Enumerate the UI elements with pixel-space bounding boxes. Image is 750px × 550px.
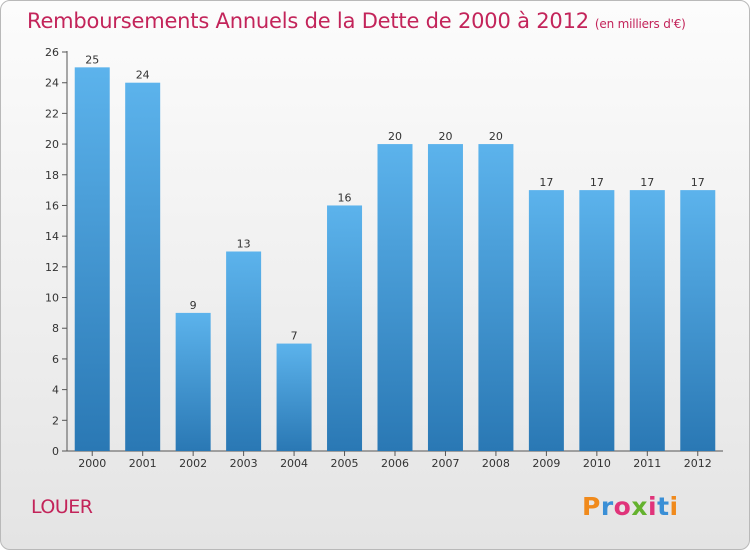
bar-2001 xyxy=(125,82,161,451)
data-label-2009: 17 xyxy=(539,176,553,189)
bar-2000 xyxy=(74,67,110,451)
logo-letter: r xyxy=(600,492,614,521)
logo-letter: x xyxy=(631,492,648,521)
x-tick-label: 2008 xyxy=(482,457,510,470)
bar-2005 xyxy=(327,205,363,451)
logo-letter: o xyxy=(613,492,632,521)
data-label-2002: 9 xyxy=(190,299,197,312)
x-tick-label: 2002 xyxy=(179,457,207,470)
x-tick-label: 2004 xyxy=(280,457,308,470)
x-tick-label: 2001 xyxy=(129,457,157,470)
y-tick-label: 12 xyxy=(45,261,59,274)
data-label-2007: 20 xyxy=(438,130,452,143)
data-label-2005: 16 xyxy=(338,191,352,204)
y-tick-label: 0 xyxy=(52,445,59,458)
y-tick-label: 20 xyxy=(45,138,59,151)
x-tick-label: 2006 xyxy=(381,457,409,470)
y-tick-label: 14 xyxy=(45,230,59,243)
proxiti-logo: Proxiti xyxy=(582,492,679,521)
bar-2002 xyxy=(175,312,211,451)
data-label-2000: 25 xyxy=(85,53,99,66)
commune-name: LOUER xyxy=(31,496,93,518)
bar-2006 xyxy=(377,144,413,452)
bars xyxy=(74,67,716,452)
logo-letter: t xyxy=(657,492,670,521)
data-label-2003: 13 xyxy=(237,238,251,251)
x-tick-label: 2011 xyxy=(633,457,661,470)
logo-letter: i xyxy=(648,492,658,521)
bar-2004 xyxy=(276,343,312,451)
data-label-2001: 24 xyxy=(136,69,150,82)
data-label-2010: 17 xyxy=(590,176,604,189)
chart-title: Remboursements Annuels de la Dette de 20… xyxy=(27,9,686,33)
y-tick-label: 22 xyxy=(45,107,59,120)
y-tick-label: 18 xyxy=(45,169,59,182)
x-tick-label: 2003 xyxy=(230,457,258,470)
bar-2003 xyxy=(226,251,262,451)
chart-subtitle: (en milliers d'€) xyxy=(594,17,686,31)
bar-2010 xyxy=(579,190,615,451)
y-tick-label: 24 xyxy=(45,77,59,90)
bar-2011 xyxy=(629,190,665,451)
bar-2007 xyxy=(427,144,463,452)
logo-letter: i xyxy=(669,492,679,521)
y-tick-label: 26 xyxy=(45,46,59,59)
x-tick-label: 2010 xyxy=(583,457,611,470)
y-tick-label: 6 xyxy=(52,353,59,366)
bar-2008 xyxy=(478,144,514,452)
y-tick-label: 4 xyxy=(52,384,59,397)
bar-2009 xyxy=(528,190,564,451)
x-tick-label: 2012 xyxy=(684,457,712,470)
y-tick-label: 8 xyxy=(52,322,59,335)
data-label-2008: 20 xyxy=(489,130,503,143)
bar-2012 xyxy=(680,190,716,451)
data-label-2011: 17 xyxy=(640,176,654,189)
x-tick-label: 2005 xyxy=(331,457,359,470)
title-text: Remboursements Annuels de la Dette de 20… xyxy=(27,9,589,33)
y-tick-label: 2 xyxy=(52,414,59,427)
x-tick-label: 2000 xyxy=(78,457,106,470)
y-tick-label: 10 xyxy=(45,292,59,305)
data-label-2004: 7 xyxy=(291,330,298,343)
data-label-2012: 17 xyxy=(691,176,705,189)
data-labels: 25 24 9 13 7 16 20 20 20 17 17 17 17 xyxy=(85,53,705,342)
y-tick-label: 16 xyxy=(45,199,59,212)
logo-letter: P xyxy=(582,492,601,521)
data-label-2006: 20 xyxy=(388,130,402,143)
x-tick-label: 2009 xyxy=(532,457,560,470)
x-tick-label: 2007 xyxy=(431,457,459,470)
